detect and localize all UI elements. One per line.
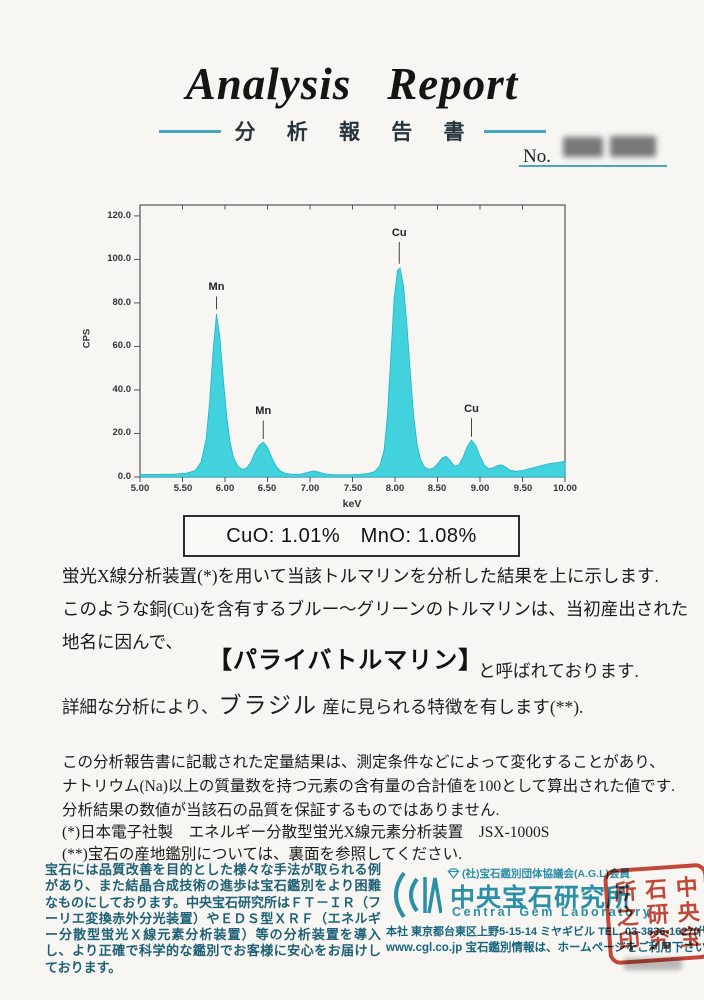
lab-name-japanese: 中央宝石研究所: [450, 884, 633, 912]
seal-column: 石 研 究: [644, 875, 672, 953]
x-tick-label: 6.50: [257, 483, 277, 494]
peak-label-mn-kb: Mn: [255, 405, 272, 418]
x-tick-label: 10.00: [553, 483, 577, 494]
y-tick-label: 60.0: [112, 340, 132, 351]
lab-description-paragraph: 宝石には品質改善を目的とした様々な手法が取られる例があり、また結晶合成技術の進歩…: [45, 862, 381, 975]
x-axis-title: keV: [342, 498, 362, 510]
xrf-spectrum-chart: 0.0 20.0 40.0 60.0 80.0 100.0 120.0 5.00…: [81, 195, 582, 511]
y-tick-label: 40.0: [112, 384, 132, 395]
lab-address-line: 本社 東京都台東区上野5-15-14 ミヤギビル TEL. 03-3836-16…: [386, 926, 704, 938]
gem-icon: [447, 868, 460, 879]
body-line-3: 地名に因んで、: [62, 632, 183, 652]
lab-red-seal-stamp: 中 央 宝 石 研 究 所 之 印: [602, 862, 704, 966]
disclaimer-line-1: この分析報告書に記載された定量結果は、測定条件などによって変化することがあり、: [62, 754, 665, 771]
spectrum-area-series: [139, 267, 566, 478]
lab-website-line: www.cgl.co.jp 宝石鑑別情報は、ホームページをご利用下さい: [386, 942, 704, 954]
y-axis-title: CPS: [81, 328, 93, 349]
x-tick-label: 5.50: [173, 483, 193, 494]
report-number-redaction: [610, 136, 656, 157]
spectrum-plot: [134, 204, 566, 482]
x-tick-label: 8.00: [385, 483, 405, 494]
origin-suffix: 産に見られる特徴を有します(**).: [318, 697, 584, 717]
agl-member-text: (社)宝石鑑別団体協議会(A.G.L)会員: [462, 868, 630, 880]
subtitle-japanese: 分 析 報 告 書: [234, 120, 478, 144]
report-number-redaction: [563, 137, 603, 157]
peak-label-cu-ka: Cu: [391, 226, 407, 239]
cgl-logo: [386, 870, 443, 925]
y-tick-label: 0.0: [117, 471, 131, 482]
disclaimer-line-2: ナトリウム(Na)以上の質量数を持つ元素の含有量の合計値を100として算出された…: [62, 778, 676, 795]
origin-line: 詳細な分析により、ブラジル 産に見られる特徴を有します(**).: [62, 686, 583, 720]
seal-column: 中 央 宝: [674, 873, 703, 951]
peak-label-cu-kb: Cu: [464, 403, 479, 416]
title-word-analysis: Analysis: [185, 59, 352, 109]
origin-prefix: 詳細な分析により、: [62, 697, 219, 717]
x-tick-label: 9.50: [513, 483, 533, 494]
x-tick-label: 7.50: [343, 483, 363, 494]
peak-label-mn-ka: Mn: [208, 281, 225, 294]
y-tick-label: 20.0: [112, 427, 132, 438]
agl-member-line: (社)宝石鑑別団体協議会(A.G.L)会員: [447, 866, 630, 881]
footer-redaction: [624, 958, 682, 970]
x-tick-label: 6.00: [215, 483, 235, 494]
x-tick-label: 8.50: [427, 483, 447, 494]
gem-name-suffix: と呼ばれております.: [478, 661, 639, 681]
instrument-note: (*)日本電子社製 エネルギー分散型蛍光X線元素分析装置 JSX-1000S: [62, 824, 550, 841]
seal-column: 所 之 印: [613, 877, 641, 955]
origin-note: (**)宝石の産地鑑別については、裏面を参照してください.: [62, 846, 462, 863]
gem-name-highlight: 【パライバトルマリン】: [208, 648, 484, 674]
body-line-2: このような銅(Cu)を含有するブルー～グリーンのトルマリンは、当初産出された: [62, 599, 689, 619]
report-number-label: No.: [523, 146, 551, 167]
x-tick-label: 9.00: [470, 483, 490, 494]
y-tick-label: 80.0: [112, 297, 132, 308]
body-line-1: 蛍光X線分析装置(*)を用いて当該トルマリンを分析した結果を上に示します.: [62, 566, 659, 586]
y-tick-label: 120.0: [107, 210, 131, 221]
x-tick-label: 7.00: [300, 483, 320, 494]
x-tick-label: 5.00: [130, 483, 150, 494]
origin-country: ブラジル: [218, 693, 318, 718]
subtitle-rule-right: [483, 129, 546, 133]
title-word-report: Report: [387, 59, 519, 109]
disclaimer-line-3: 分析結果の数値が当該石の品質を保証するものではありません.: [62, 802, 500, 819]
oxide-result-text: CuO: 1.01% MnO: 1.08%: [226, 525, 477, 547]
y-tick-label: 100.0: [107, 253, 131, 264]
subtitle-rule-left: [158, 129, 221, 133]
lab-name-english: Central Gem Laboratory: [452, 905, 653, 919]
subtitle-row: 分 析 報 告 書: [0, 116, 704, 146]
report-number-underline: [519, 165, 667, 167]
page-title: Analysis Report: [0, 58, 704, 110]
oxide-result-box: CuO: 1.01% MnO: 1.08%: [183, 515, 520, 557]
